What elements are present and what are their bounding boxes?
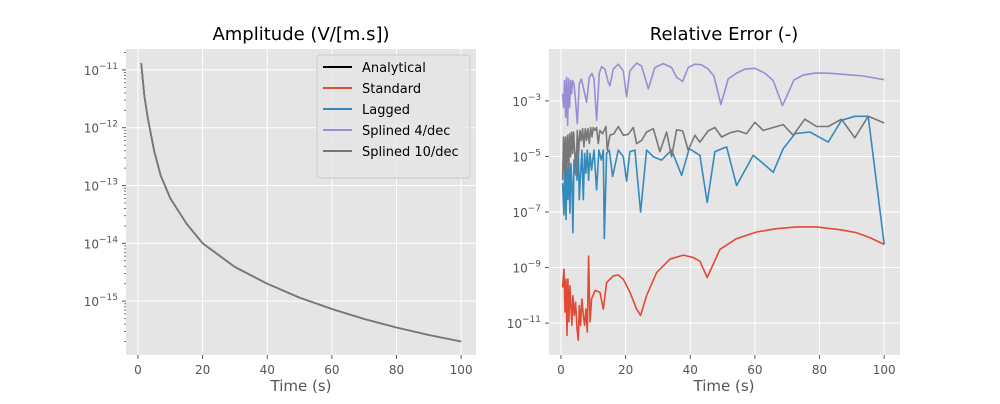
relative-error-title: Relative Error (-) <box>650 24 798 45</box>
x-tick-label: 20 <box>195 363 210 377</box>
x-tick-label: 80 <box>812 363 827 377</box>
series-line-splined-4-dec <box>561 62 885 127</box>
y-tick-label-exponent: −7 <box>528 204 541 214</box>
y-tick-label-exponent: −13 <box>99 178 118 188</box>
legend-label-splined-4-dec: Splined 4/dec <box>362 124 450 139</box>
x-tick-label: 100 <box>450 363 473 377</box>
y-tick-label-exponent: −3 <box>528 93 541 103</box>
plot-area <box>549 49 900 355</box>
y-tick-label-base: 10 <box>84 180 99 194</box>
x-tick-label: 40 <box>683 363 698 377</box>
y-tick-label-base: 10 <box>512 95 527 109</box>
legend-label-splined-10-dec: Splined 10/dec <box>362 145 459 160</box>
y-tick-label: 10−11 <box>84 62 118 78</box>
x-tick-label: 0 <box>134 363 142 377</box>
series-line-splined-10-dec <box>140 63 462 343</box>
y-tick-label-exponent: −14 <box>99 235 118 245</box>
y-tick-label: 10−15 <box>84 293 118 309</box>
y-tick-label-exponent: −9 <box>528 260 542 270</box>
relative-error-axes: Relative Error (-) Time (s) 0 20 40 60 80 100… <box>507 24 900 395</box>
y-tick-label-base: 10 <box>84 122 99 136</box>
y-tick-label: 10−14 <box>84 235 119 251</box>
x-tick-label: 60 <box>747 363 762 377</box>
y-tick-label-base: 10 <box>84 295 99 309</box>
y-tick-label-exponent: −11 <box>522 315 541 325</box>
x-tick-label: 80 <box>389 363 404 377</box>
y-tick-label-exponent: −12 <box>99 120 118 130</box>
legend: Analytical Standard Lagged Splined 4/dec Spl… <box>316 54 471 179</box>
y-tick-label-base: 10 <box>512 150 527 164</box>
x-tick-label: 0 <box>557 363 565 377</box>
y-tick-label: 10−11 <box>507 315 541 331</box>
x-tick-label: 40 <box>260 363 275 377</box>
x-tick-label: 60 <box>324 363 339 377</box>
y-tick-label: 10−5 <box>512 148 541 164</box>
legend-label-standard: Standard <box>362 82 421 97</box>
legend-label-analytical: Analytical <box>362 61 426 76</box>
relative-error-x-axis-label: Time (s) <box>693 377 755 395</box>
x-tick-label: 100 <box>873 363 896 377</box>
y-tick-label-base: 10 <box>512 206 527 220</box>
series-line-lagged <box>561 115 885 245</box>
y-tick-label-base: 10 <box>84 64 99 78</box>
legend-label-lagged: Lagged <box>362 103 410 118</box>
series-line-splined-10-dec <box>561 115 885 181</box>
y-tick-label-exponent: −15 <box>99 293 118 303</box>
y-tick-label-base: 10 <box>84 237 99 251</box>
y-tick-label-base: 10 <box>507 317 522 331</box>
y-tick-label-exponent: −11 <box>99 62 118 72</box>
y-tick-label: 10−3 <box>512 93 541 109</box>
y-tick-label: 10−9 <box>512 260 541 276</box>
amplitude-title: Amplitude (V/[m.s]) <box>212 24 389 45</box>
y-tick-label: 10−13 <box>84 178 118 194</box>
y-tick-label: 10−12 <box>84 120 118 136</box>
legend-frame <box>316 54 471 179</box>
y-tick-label-base: 10 <box>512 262 527 276</box>
x-tick-label: 20 <box>618 363 633 377</box>
y-tick-label-exponent: −5 <box>528 148 541 158</box>
series-line-standard <box>561 226 885 342</box>
y-tick-label: 10−7 <box>512 204 541 220</box>
amplitude-x-axis-label: Time (s) <box>270 377 332 395</box>
